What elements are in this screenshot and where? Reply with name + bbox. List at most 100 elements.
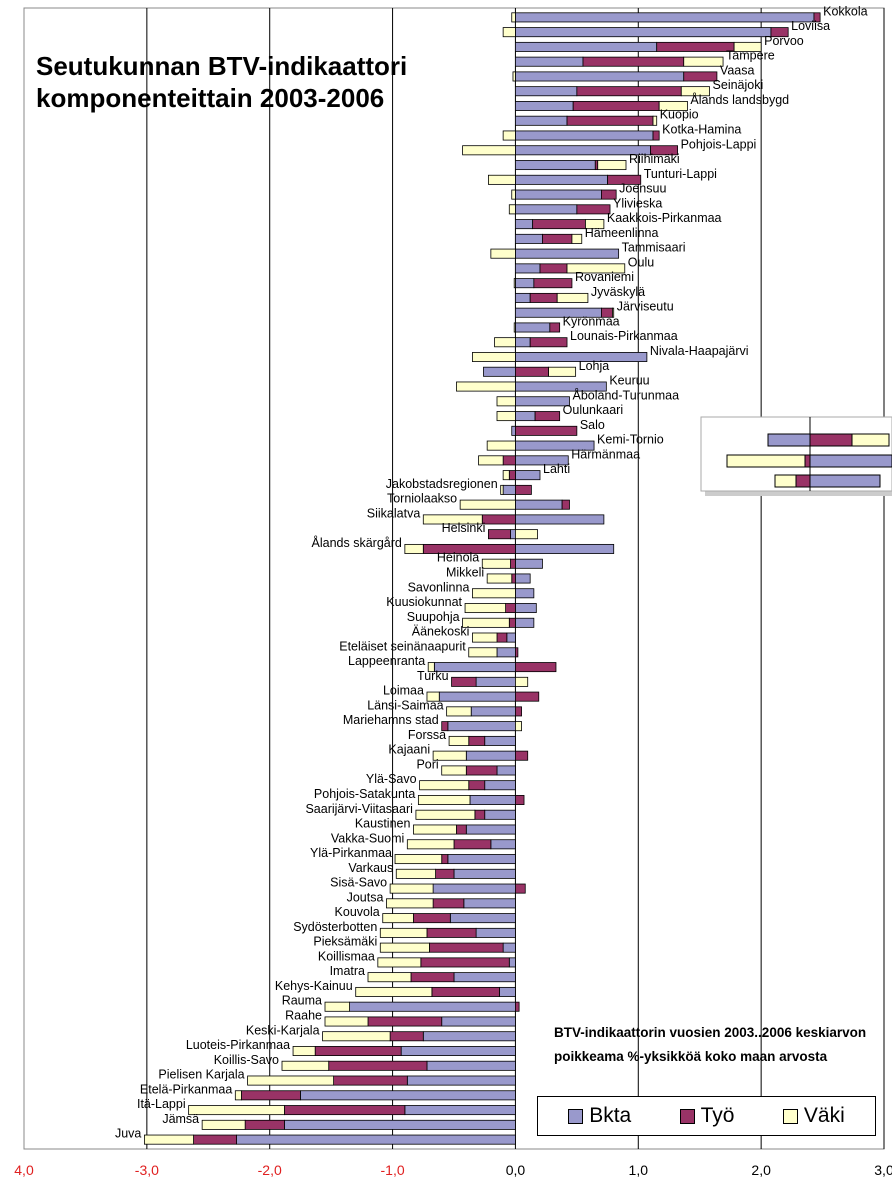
category-label: Varkaus (348, 861, 393, 875)
category-label: Nivala-Haapajärvi (650, 344, 749, 358)
bar-tyo (511, 573, 516, 584)
bar-bkta (515, 337, 531, 348)
category-label: Ylivieska (613, 196, 662, 210)
category-label: Kajaani (388, 743, 430, 757)
bar-tyo (431, 986, 500, 997)
category-label: Itä-Lappi (137, 1097, 186, 1111)
bar-vaki (379, 942, 430, 953)
category-label: Riihimäki (629, 152, 680, 166)
category-label: Kemi-Tornio (597, 433, 664, 447)
bar-vaki (486, 440, 516, 451)
bar-tyo (650, 145, 678, 156)
bar-tyo (474, 809, 486, 820)
bar-vaki (394, 854, 443, 865)
category-label: Vaasa (720, 63, 755, 77)
bar-vaki (201, 1119, 246, 1130)
bar-tyo (244, 1119, 285, 1130)
category-label: Eteläiset seinänaapurit (339, 639, 466, 653)
bar-bkta (284, 1119, 516, 1130)
x-tick-label: -1,0 (381, 1162, 405, 1178)
bar-tyo (534, 411, 561, 422)
x-tick-label: -3,0 (135, 1162, 159, 1178)
bar-tyo (468, 735, 486, 746)
inset-bar (774, 474, 797, 488)
legend-item-vaki: Väki (782, 1104, 845, 1128)
inset-bar (809, 474, 881, 488)
category-label: Rovaniemi (575, 270, 634, 284)
bar-vaki (585, 219, 605, 230)
bar-bkta (515, 12, 815, 23)
bar-bkta (465, 750, 516, 761)
category-label: Forssa (408, 728, 446, 742)
bar-tyo (410, 972, 455, 983)
x-tick-label: 0,0 (506, 1162, 526, 1178)
bar-vaki (462, 617, 510, 628)
x-tick-label: 2,0 (751, 1162, 771, 1178)
bar-tyo (572, 101, 660, 111)
category-labels: KokkolaLoviisaPorvooTampereVaasaSeinäjok… (115, 4, 868, 1140)
bar-bkta (499, 986, 516, 997)
inset-bar (809, 454, 892, 468)
bar-vaki (683, 56, 724, 67)
bar-bkta (406, 1075, 516, 1086)
bar-bkta (515, 160, 596, 171)
bar-bkta (511, 425, 516, 436)
bar-vaki (566, 263, 626, 274)
bar-vaki (494, 337, 516, 348)
category-label: Torniolaakso (387, 492, 457, 506)
bar-bkta (515, 411, 536, 422)
bar-vaki (468, 647, 498, 658)
bar-bkta (422, 1031, 516, 1042)
bar-tyo (539, 263, 568, 274)
bar-bkta (496, 647, 516, 658)
bar-vaki (512, 71, 516, 82)
bar-vaki (441, 765, 467, 776)
category-label: Imatra (330, 964, 365, 978)
category-label: Joensuu (619, 182, 666, 196)
category-label: Suupohja (407, 610, 460, 624)
bar-tyo (515, 883, 526, 894)
category-label: Länsi-Saimaa (367, 698, 443, 712)
bar-vaki (324, 1016, 369, 1027)
bar-bkta (490, 839, 516, 850)
bar-vaki (456, 381, 516, 392)
category-label: Ålands landsbygd (690, 92, 789, 107)
bar-tyo (601, 189, 617, 200)
bar-bkta (400, 1046, 516, 1056)
bar-bkta (510, 529, 516, 540)
bar-tyo (502, 455, 516, 466)
category-label: Luoteis-Pirkanmaa (186, 1038, 290, 1052)
bar-vaki (382, 913, 414, 924)
category-label: Oulu (628, 255, 654, 269)
bar-bkta (515, 278, 535, 289)
legend: Bkta Työ Väki (537, 1096, 876, 1136)
bar-vaki (404, 543, 424, 554)
bar-vaki (432, 750, 467, 761)
category-label: Lohja (579, 359, 610, 373)
bar-bkta (515, 263, 541, 274)
bar-bkta (484, 809, 516, 820)
bar-tyo (533, 278, 573, 289)
bar-bkta (438, 691, 516, 702)
category-label: Kuopio (660, 108, 699, 122)
bar-vaki (511, 12, 516, 23)
bar-tyo (432, 898, 465, 909)
bar-vaki (415, 809, 476, 820)
category-label: Mariehamns stad (343, 713, 439, 727)
bar-vaki (427, 662, 435, 673)
bar-vaki (395, 868, 436, 879)
bar-bkta (515, 115, 568, 126)
bar-vaki (487, 174, 516, 185)
category-label: Rauma (282, 994, 322, 1008)
bar-vaki (419, 780, 470, 791)
bar-tyo (508, 470, 516, 481)
bar-tyo (453, 839, 492, 850)
bar-tyo (515, 691, 540, 702)
bar-vaki (367, 972, 412, 983)
bar-bkta (469, 795, 516, 805)
bar-tyo (515, 795, 525, 805)
bar-bkta (515, 558, 543, 569)
bar-tyo (576, 86, 682, 97)
bar-bkta (483, 366, 516, 377)
inset-bar (726, 454, 806, 468)
